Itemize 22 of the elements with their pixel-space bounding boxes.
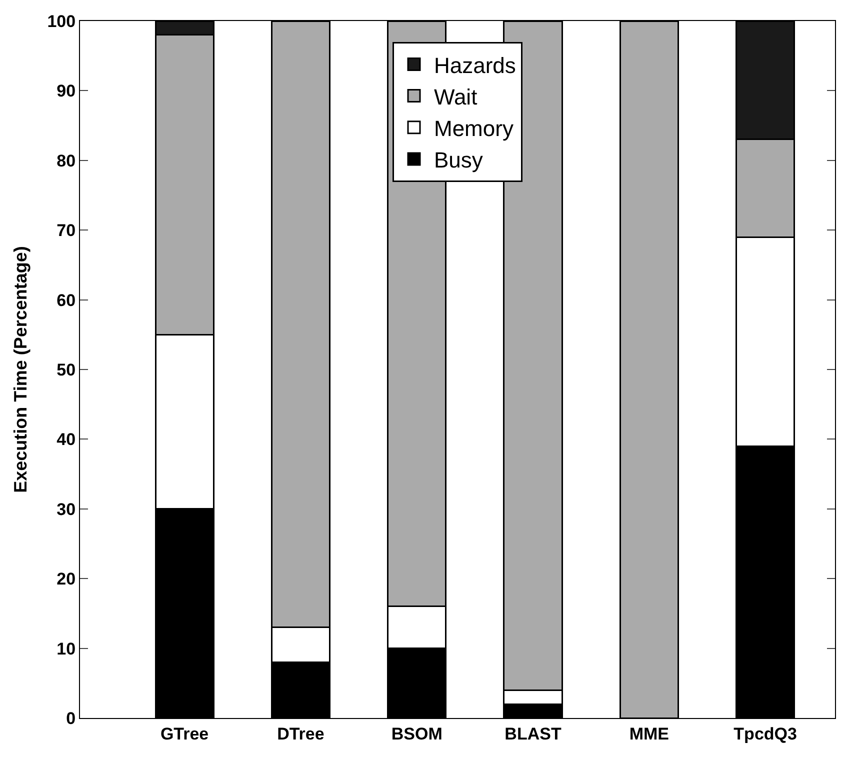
y-tick-label: 60 — [56, 290, 76, 310]
y-tick-label: 90 — [56, 82, 76, 101]
x-tick-label: GTree — [160, 724, 209, 744]
y-tick-label: 20 — [56, 570, 76, 589]
y-tick-label: 100 — [47, 12, 76, 31]
y-tick-label: 40 — [56, 430, 76, 450]
x-tick-label: DTree — [277, 724, 324, 744]
y-axis-title: Execution Time (Percentage) — [10, 246, 30, 493]
y-tick-label: 10 — [56, 639, 76, 658]
x-tick-label: BLAST — [504, 724, 562, 744]
x-tick-label: MME — [629, 724, 669, 744]
x-tick-label: BSOM — [391, 724, 442, 744]
legend-label: Wait — [434, 84, 478, 110]
x-tick-label: TpcdQ3 — [734, 724, 797, 744]
y-tick-label: 80 — [56, 151, 76, 170]
y-tick-label: 70 — [56, 221, 76, 240]
legend-label: Memory — [434, 116, 514, 141]
y-tick-label: 50 — [56, 360, 76, 380]
legend-label: Busy — [434, 148, 483, 173]
y-tick-label: 0 — [66, 708, 76, 728]
y-tick-label: 30 — [56, 500, 76, 519]
legend-label: Hazards — [434, 52, 516, 78]
